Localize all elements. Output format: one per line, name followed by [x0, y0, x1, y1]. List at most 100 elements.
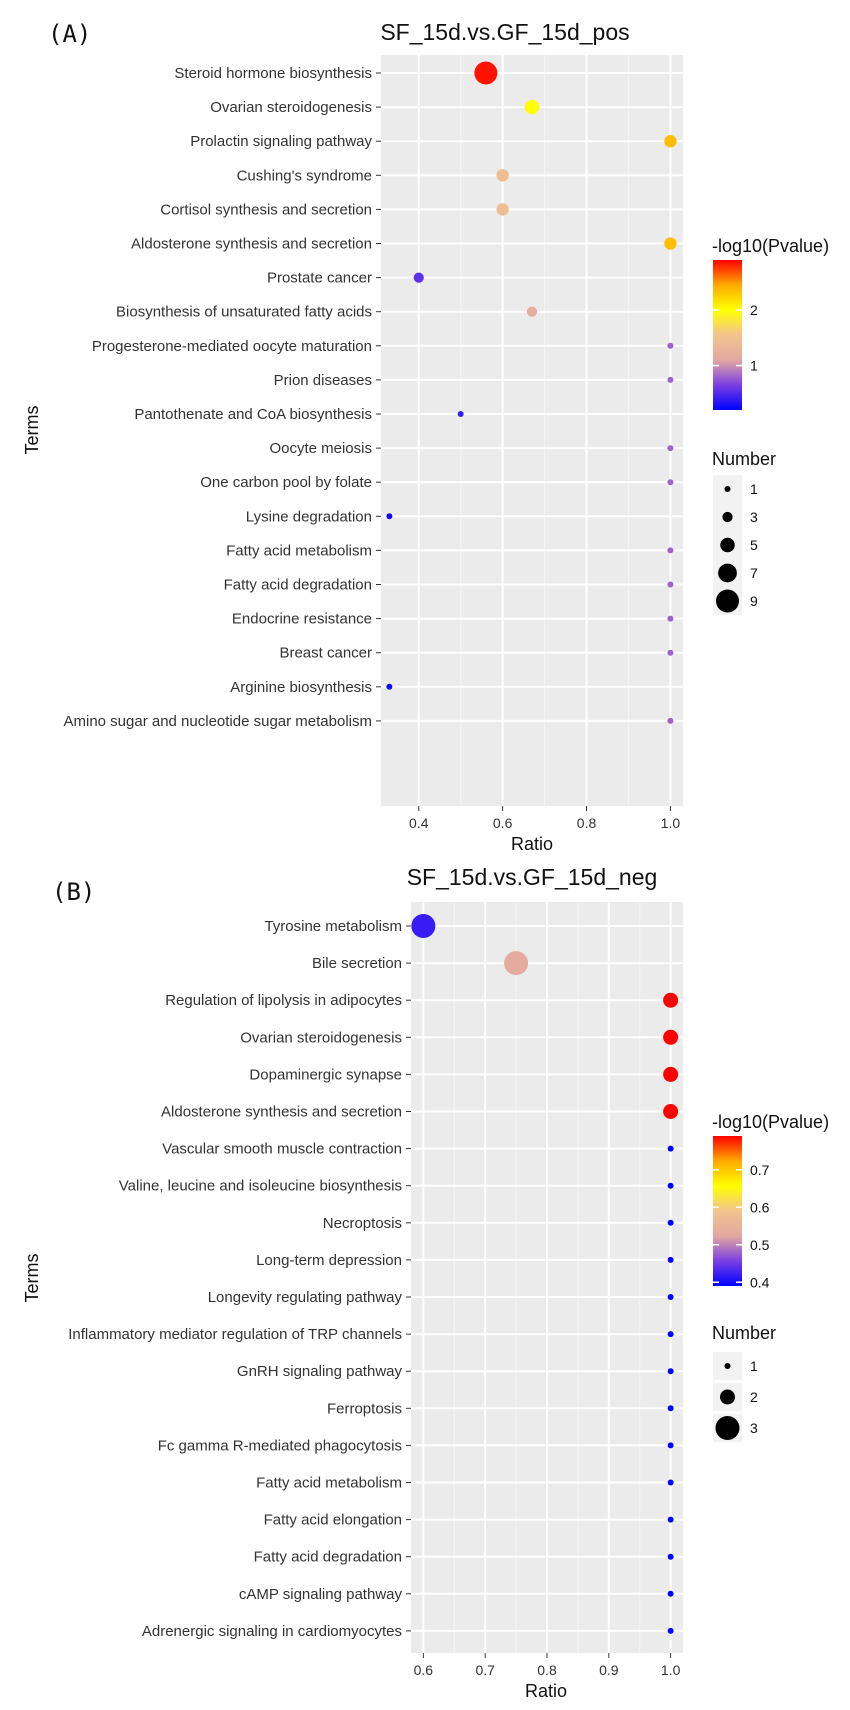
term-label: Ovarian steroidogenesis — [240, 1029, 402, 1046]
term-label: One carbon pool by folate — [200, 474, 372, 491]
term-label: Fatty acid degradation — [254, 1549, 402, 1566]
term-label: Vascular smooth muscle contraction — [162, 1141, 402, 1158]
panel-b-points — [411, 914, 679, 1634]
size-key-label: 3 — [750, 509, 758, 525]
panel-b: (B) SF_15d.vs.GF_15d_neg Tyrosine metabo… — [22, 864, 829, 1701]
term-label: Fatty acid metabolism — [256, 1475, 402, 1492]
data-point — [667, 479, 674, 486]
term-label: Ferroptosis — [327, 1400, 402, 1417]
data-point — [667, 445, 674, 452]
panel-a-points — [386, 61, 677, 724]
data-point — [496, 169, 509, 182]
panel-a-colorbar — [713, 260, 742, 410]
panel-b-colorbar — [713, 1136, 742, 1286]
panel-b-color-legend-title: -log10(Pvalue) — [712, 1112, 829, 1132]
term-label: Cortisol synthesis and secretion — [160, 201, 372, 218]
data-point — [667, 1182, 674, 1189]
panel-a: (A) SF_15d.vs.GF_15d_pos Steroid hormone… — [22, 19, 829, 854]
data-point — [664, 135, 677, 148]
term-label: Ovarian steroidogenesis — [210, 99, 372, 116]
data-point — [667, 1442, 674, 1449]
term-label: cAMP signaling pathway — [239, 1586, 403, 1603]
x-tick-label: 1.0 — [661, 1662, 681, 1678]
term-label: Prostate cancer — [267, 270, 372, 287]
size-key-label: 5 — [750, 537, 758, 553]
term-label: Adrenergic signaling in cardiomyocytes — [142, 1623, 402, 1640]
size-key-dot — [716, 589, 739, 613]
term-label: Bile secretion — [312, 955, 402, 972]
size-key-label: 2 — [750, 1389, 758, 1405]
data-point — [667, 1553, 674, 1560]
data-point — [667, 1294, 674, 1300]
data-point — [663, 1029, 679, 1045]
panel-a-color-legend-title: -log10(Pvalue) — [712, 236, 829, 256]
data-point — [524, 99, 540, 115]
data-point — [667, 1405, 674, 1412]
colorbar-tick-label: 0.6 — [750, 1199, 770, 1215]
term-label: Fatty acid metabolism — [226, 542, 372, 559]
term-label: Fc gamma R-mediated phagocytosis — [158, 1437, 402, 1454]
term-label: Tyrosine metabolism — [264, 918, 402, 935]
data-point — [667, 615, 674, 622]
data-point — [413, 272, 424, 283]
term-label: Long-term depression — [256, 1252, 402, 1269]
term-label: Aldosterone synthesis and secretion — [131, 236, 372, 253]
data-point — [667, 1516, 674, 1523]
data-point — [457, 411, 464, 417]
size-key-dot — [720, 1389, 735, 1405]
size-key-label: 1 — [750, 481, 758, 497]
panel-b-title: SF_15d.vs.GF_15d_neg — [407, 864, 658, 890]
term-label: Amino sugar and nucleotide sugar metabol… — [63, 713, 372, 730]
panel-b-size-legend: Number 1 2 3 — [712, 1323, 776, 1442]
panel-a-size-legend: Number 1 3 5 7 9 — [712, 449, 776, 615]
data-point — [667, 1479, 674, 1486]
panel-a-label: (A) — [48, 20, 91, 48]
term-label: Steroid hormone biosynthesis — [174, 65, 372, 82]
colorbar-tick-label: 0.7 — [750, 1162, 770, 1178]
data-point — [667, 649, 674, 656]
data-point — [411, 914, 436, 938]
panel-a-plot-background — [381, 55, 683, 806]
data-point — [667, 342, 674, 349]
x-tick-label: 0.7 — [475, 1662, 495, 1678]
data-point — [663, 1104, 679, 1119]
panel-b-color-legend: -log10(Pvalue) 0.4 0.5 0.6 0.7 — [712, 1112, 829, 1290]
panel-b-x-ticks: 0.6 0.7 0.8 0.9 1.0 — [414, 1653, 681, 1678]
term-label: Fatty acid degradation — [224, 577, 372, 594]
data-point — [667, 1368, 674, 1375]
size-key-dot — [722, 511, 733, 523]
panel-b-size-legend-title: Number — [712, 1323, 776, 1343]
data-point — [526, 306, 538, 317]
data-point — [667, 1256, 674, 1263]
data-point — [667, 1145, 674, 1152]
x-tick-label: 0.8 — [537, 1662, 557, 1678]
term-label: Dopaminergic synapse — [249, 1066, 402, 1083]
size-key-label: 3 — [750, 1420, 758, 1436]
colorbar-tick-label: 1 — [750, 358, 758, 374]
panel-a-size-legend-title: Number — [712, 449, 776, 469]
data-point — [386, 683, 393, 690]
panel-a-size-keys: 1 3 5 7 9 — [713, 475, 758, 615]
panel-a-term-labels: Steroid hormone biosynthesis Ovarian ster… — [63, 65, 381, 730]
x-tick-label: 1.0 — [661, 815, 681, 831]
term-label: Fatty acid elongation — [264, 1512, 402, 1529]
term-label: Arginine biosynthesis — [230, 679, 372, 696]
term-label: Necroptosis — [323, 1215, 402, 1232]
panel-b-y-axis-title: Terms — [22, 1254, 42, 1303]
colorbar-tick-label: 0.4 — [750, 1274, 770, 1290]
data-point — [667, 1219, 674, 1226]
term-label: Inflammatory mediator regulation of TRP … — [68, 1326, 402, 1343]
data-point — [667, 717, 674, 724]
panel-b-colorbar-ticks: 0.4 0.5 0.6 0.7 — [713, 1162, 770, 1290]
data-point — [474, 61, 498, 85]
panel-a-x-ticks: 0.4 0.6 0.8 1.0 — [409, 806, 680, 831]
data-point — [667, 581, 674, 588]
term-label: Regulation of lipolysis in adipocytes — [165, 992, 402, 1009]
term-label: Pantothenate and CoA biosynthesis — [134, 406, 372, 423]
data-point — [667, 547, 674, 554]
term-label: Aldosterone synthesis and secretion — [161, 1104, 402, 1121]
term-label: Biosynthesis of unsaturated fatty acids — [116, 304, 372, 321]
x-tick-label: 0.4 — [409, 815, 429, 831]
x-tick-label: 0.8 — [577, 815, 597, 831]
